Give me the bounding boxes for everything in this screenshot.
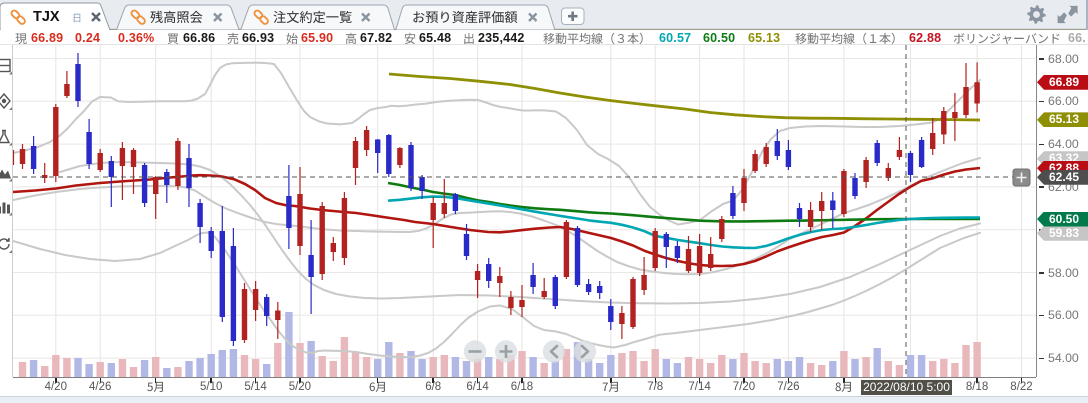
svg-text:TJX: TJX — [33, 9, 60, 25]
